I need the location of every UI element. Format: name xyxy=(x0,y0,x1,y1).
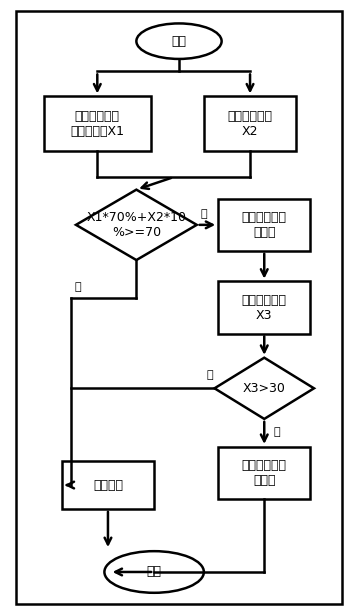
Bar xyxy=(204,97,296,151)
Text: 开始: 开始 xyxy=(171,34,187,48)
Bar xyxy=(44,97,151,151)
Bar xyxy=(62,461,154,509)
Polygon shape xyxy=(214,358,314,419)
Bar xyxy=(218,199,310,251)
Text: 是: 是 xyxy=(200,209,207,219)
Polygon shape xyxy=(76,189,197,260)
Text: 第三校验结果
X3: 第三校验结果 X3 xyxy=(242,293,287,322)
Text: 正常使用: 正常使用 xyxy=(93,478,123,491)
Ellipse shape xyxy=(136,23,222,59)
Ellipse shape xyxy=(105,551,204,593)
Text: 第二校验结果
X2: 第二校验结果 X2 xyxy=(228,110,272,138)
Text: 严重问题，停
止使用: 严重问题，停 止使用 xyxy=(242,459,287,487)
Text: 否: 否 xyxy=(206,370,213,380)
Text: 结束: 结束 xyxy=(147,565,161,579)
Text: 是: 是 xyxy=(273,427,280,437)
Bar xyxy=(218,446,310,499)
Text: 不可逆算法第
一校验结果X1: 不可逆算法第 一校验结果X1 xyxy=(70,110,124,138)
Text: 否: 否 xyxy=(74,282,81,292)
Text: X3>30: X3>30 xyxy=(243,382,286,395)
Bar xyxy=(218,282,310,333)
Text: 存在问题，需
要排查: 存在问题，需 要排查 xyxy=(242,211,287,239)
Text: X1*70%+X2*10
%>=70: X1*70%+X2*10 %>=70 xyxy=(86,211,187,239)
